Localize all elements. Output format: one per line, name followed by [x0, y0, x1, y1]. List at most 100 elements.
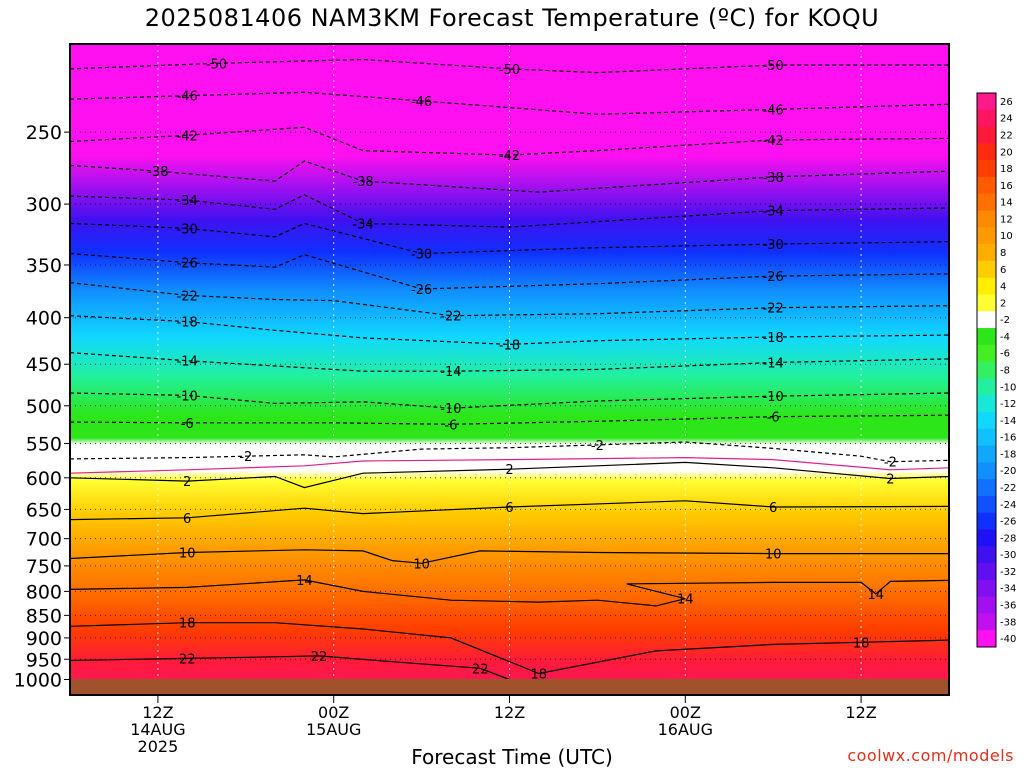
contour-label: -50: [206, 57, 227, 72]
colorbar-label: 12: [1000, 214, 1013, 225]
contour-label: -50: [763, 59, 784, 74]
contour-line: [70, 456, 949, 474]
x-tick-label: 2025: [138, 737, 179, 756]
colorbar-label: 6: [1000, 265, 1006, 276]
y-tick-label: 900: [26, 628, 62, 650]
contour-line: [70, 58, 949, 74]
contour-label: -14: [177, 355, 198, 370]
contour-label: 10: [179, 547, 196, 562]
contour-line: [70, 622, 949, 675]
contour-line: [70, 414, 949, 425]
colorbar-swatch: [977, 428, 996, 447]
contour-line: [70, 441, 949, 463]
colorbar-label: -18: [1000, 449, 1016, 460]
colorbar-swatch: [977, 160, 996, 178]
contour-label: -34: [763, 205, 784, 220]
contour-label: -42: [763, 134, 784, 149]
colorbar-swatch: [977, 311, 996, 329]
colorbar-label: -16: [1000, 433, 1016, 444]
chart-title: 2025081406 NAM3KM Forecast Temperature (…: [144, 4, 880, 32]
colorbar-swatch: [977, 378, 996, 396]
y-tick-label: 750: [26, 556, 62, 578]
colorbar-swatch: [977, 479, 996, 497]
colorbar-label: -36: [1000, 601, 1016, 612]
colorbar-swatch: [977, 176, 996, 195]
colorbar-swatch: [977, 546, 996, 564]
colorbar-swatch: [977, 630, 996, 648]
contour-label: -42: [499, 149, 520, 164]
colorbar-label: 24: [1000, 114, 1013, 125]
y-tick-label: 800: [26, 581, 62, 603]
y-tick-label: 500: [26, 396, 62, 418]
colorbar-swatch: [977, 395, 996, 413]
colorbar-label: 26: [1000, 97, 1013, 108]
credit-link[interactable]: coolwx.com/models: [847, 746, 1014, 765]
contour-label: -18: [177, 316, 198, 331]
colorbar-swatch: [977, 227, 996, 245]
contour-line: [70, 392, 949, 409]
colorbar-label: -4: [1000, 332, 1010, 343]
colorbar-label: 4: [1000, 282, 1006, 293]
contour-line: [70, 126, 949, 156]
colorbar-label: -20: [1000, 466, 1016, 477]
colorbar-label: -24: [1000, 500, 1016, 511]
contour-label: -2: [591, 439, 604, 454]
contour-label: 22: [179, 652, 196, 667]
y-axis: 2503003504004505005506006507007508008509…: [14, 122, 70, 692]
colorbar-swatch: [977, 328, 996, 346]
colorbar-swatch: [977, 109, 996, 128]
contour-line: [70, 655, 510, 681]
x-tick-label: 16AUG: [658, 720, 713, 739]
colorbar-swatch: [977, 529, 996, 547]
contour-label: 10: [413, 557, 430, 572]
contour-label: -14: [763, 356, 784, 371]
y-tick-label: 400: [26, 308, 62, 330]
colorbar-label: 18: [1000, 164, 1013, 175]
colorbar-swatch: [977, 193, 996, 212]
contour-label: -6: [767, 411, 780, 426]
colorbar-label: -12: [1000, 399, 1016, 410]
contour-label: 2: [505, 463, 513, 478]
colorbar-swatch: [977, 344, 996, 363]
colorbar-swatch: [977, 411, 996, 430]
x-axis-title: Forecast Time (UTC): [411, 745, 613, 769]
colorbar-label: -26: [1000, 517, 1016, 528]
x-tick-label: 15AUG: [306, 720, 361, 739]
contour-label: -46: [763, 103, 784, 118]
x-tick-label: 14AUG: [130, 720, 185, 739]
colorbar-label: 2: [1000, 298, 1006, 309]
colorbar-swatch: [977, 126, 996, 144]
contour-line: [70, 315, 949, 346]
x-tick-label: 12Z: [142, 703, 173, 722]
contour-label: -14: [440, 365, 461, 380]
colorbar-swatch: [977, 93, 996, 111]
colorbar-swatch: [977, 244, 996, 262]
colorbar-label: -30: [1000, 550, 1016, 561]
y-tick-label: 550: [26, 433, 62, 455]
contour-label: -22: [440, 310, 461, 325]
x-tick-label: 12Z: [845, 703, 876, 722]
contour-line: [70, 160, 949, 193]
y-tick-label: 450: [26, 354, 62, 376]
colorbar-label: -38: [1000, 617, 1016, 628]
colorbar-label: -40: [1000, 634, 1016, 645]
y-tick-label: 300: [26, 194, 62, 216]
contour-label: -6: [181, 417, 194, 432]
contour-label: -2: [884, 456, 897, 471]
colorbar-label: 22: [1000, 130, 1013, 141]
contour-label: 6: [183, 512, 191, 527]
y-tick-label: 950: [26, 649, 62, 671]
contour-label: -10: [763, 390, 784, 405]
contour-label: -46: [411, 95, 432, 110]
colorbar-label: -6: [1000, 349, 1010, 360]
colorbar-label: -22: [1000, 483, 1016, 494]
colorbar-label: -8: [1000, 366, 1010, 377]
y-tick-label: 350: [26, 255, 62, 277]
contour-label: -38: [352, 175, 373, 190]
contour-label: -30: [177, 222, 198, 237]
colorbar-label: 14: [1000, 198, 1013, 209]
contour-label: 22: [311, 650, 328, 665]
contour-line: [70, 222, 949, 255]
